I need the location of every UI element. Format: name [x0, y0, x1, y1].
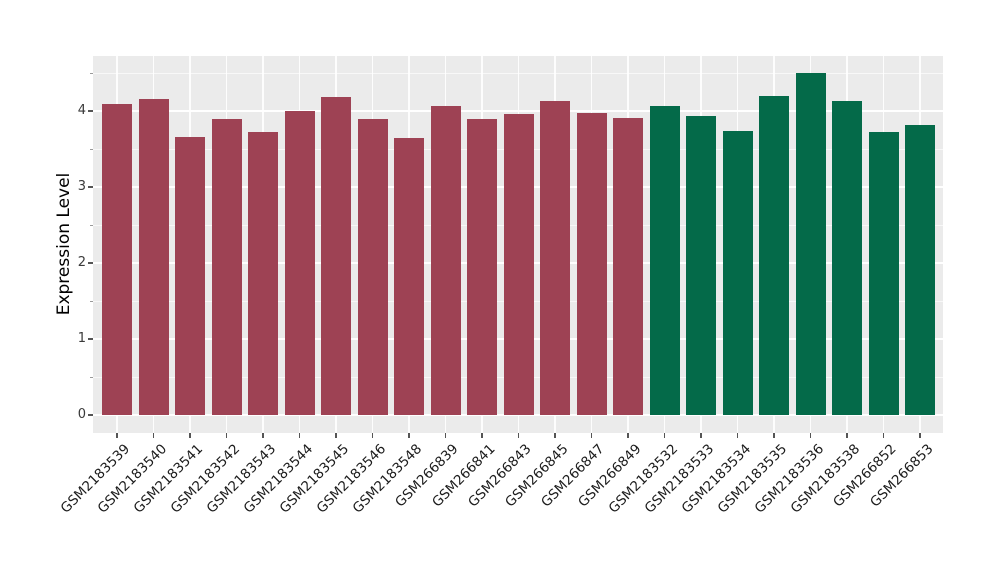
- x-tick: [189, 433, 191, 438]
- x-tick: [481, 433, 483, 438]
- bar-GSM266841: [467, 118, 497, 415]
- bar-GSM2183538: [832, 101, 862, 415]
- y-minor-tick: [90, 72, 93, 74]
- x-tick: [736, 433, 739, 438]
- bar-GSM2183539: [102, 104, 132, 415]
- bar-GSM2183545: [321, 96, 351, 415]
- bar-GSM2183544: [284, 111, 315, 415]
- x-tick: [517, 433, 520, 438]
- x-tick: [700, 433, 702, 438]
- x-tick: [408, 433, 410, 438]
- y-tick: [88, 414, 93, 416]
- x-tick: [335, 433, 337, 438]
- x-tick: [298, 433, 301, 438]
- bar-GSM2183534: [722, 130, 753, 415]
- bar-GSM266853: [905, 124, 935, 415]
- bar-GSM266843: [503, 114, 534, 415]
- y-minor-tick: [90, 300, 93, 302]
- y-tick-label: 2: [77, 255, 86, 270]
- y-tick-label: 4: [77, 103, 86, 118]
- x-tick: [444, 433, 447, 438]
- x-tick: [809, 433, 812, 438]
- y-tick: [88, 338, 93, 340]
- bar-GSM2183548: [394, 137, 424, 415]
- y-tick-label: 0: [77, 407, 86, 422]
- bar-GSM2183540: [138, 98, 169, 415]
- bar-GSM266849: [613, 117, 643, 415]
- y-minor-tick: [90, 224, 93, 226]
- x-tick: [919, 433, 921, 438]
- y-tick: [88, 186, 93, 188]
- x-tick: [225, 433, 228, 438]
- y-tick: [88, 262, 93, 264]
- bar-GSM2183533: [686, 115, 716, 415]
- x-tick: [371, 433, 374, 438]
- bar-GSM2183536: [795, 73, 826, 415]
- plot-panel: [93, 56, 943, 433]
- bar-GSM2183532: [649, 105, 680, 415]
- bar-GSM266852: [868, 131, 899, 415]
- bars-layer: [93, 56, 943, 433]
- bar-GSM266839: [430, 105, 461, 415]
- x-tick: [773, 433, 775, 438]
- bar-GSM2183542: [211, 119, 242, 415]
- bar-GSM266847: [576, 112, 607, 415]
- x-tick: [846, 433, 848, 438]
- x-tick: [627, 433, 629, 438]
- bar-GSM2183546: [357, 118, 388, 415]
- y-minor-tick: [90, 148, 93, 150]
- x-tick: [663, 433, 666, 438]
- y-tick: [88, 110, 93, 112]
- x-tick: [152, 433, 155, 438]
- x-tick: [116, 433, 118, 438]
- x-tick: [590, 433, 593, 438]
- bar-GSM2183543: [248, 132, 278, 415]
- y-minor-tick: [90, 376, 93, 378]
- y-tick-label: 3: [77, 179, 86, 194]
- x-tick: [882, 433, 885, 438]
- x-tick: [554, 433, 556, 438]
- bar-GSM2183541: [175, 136, 205, 415]
- bar-GSM266845: [540, 101, 570, 415]
- x-tick: [262, 433, 264, 438]
- bar-GSM2183535: [759, 95, 789, 415]
- y-tick-label: 1: [77, 331, 86, 346]
